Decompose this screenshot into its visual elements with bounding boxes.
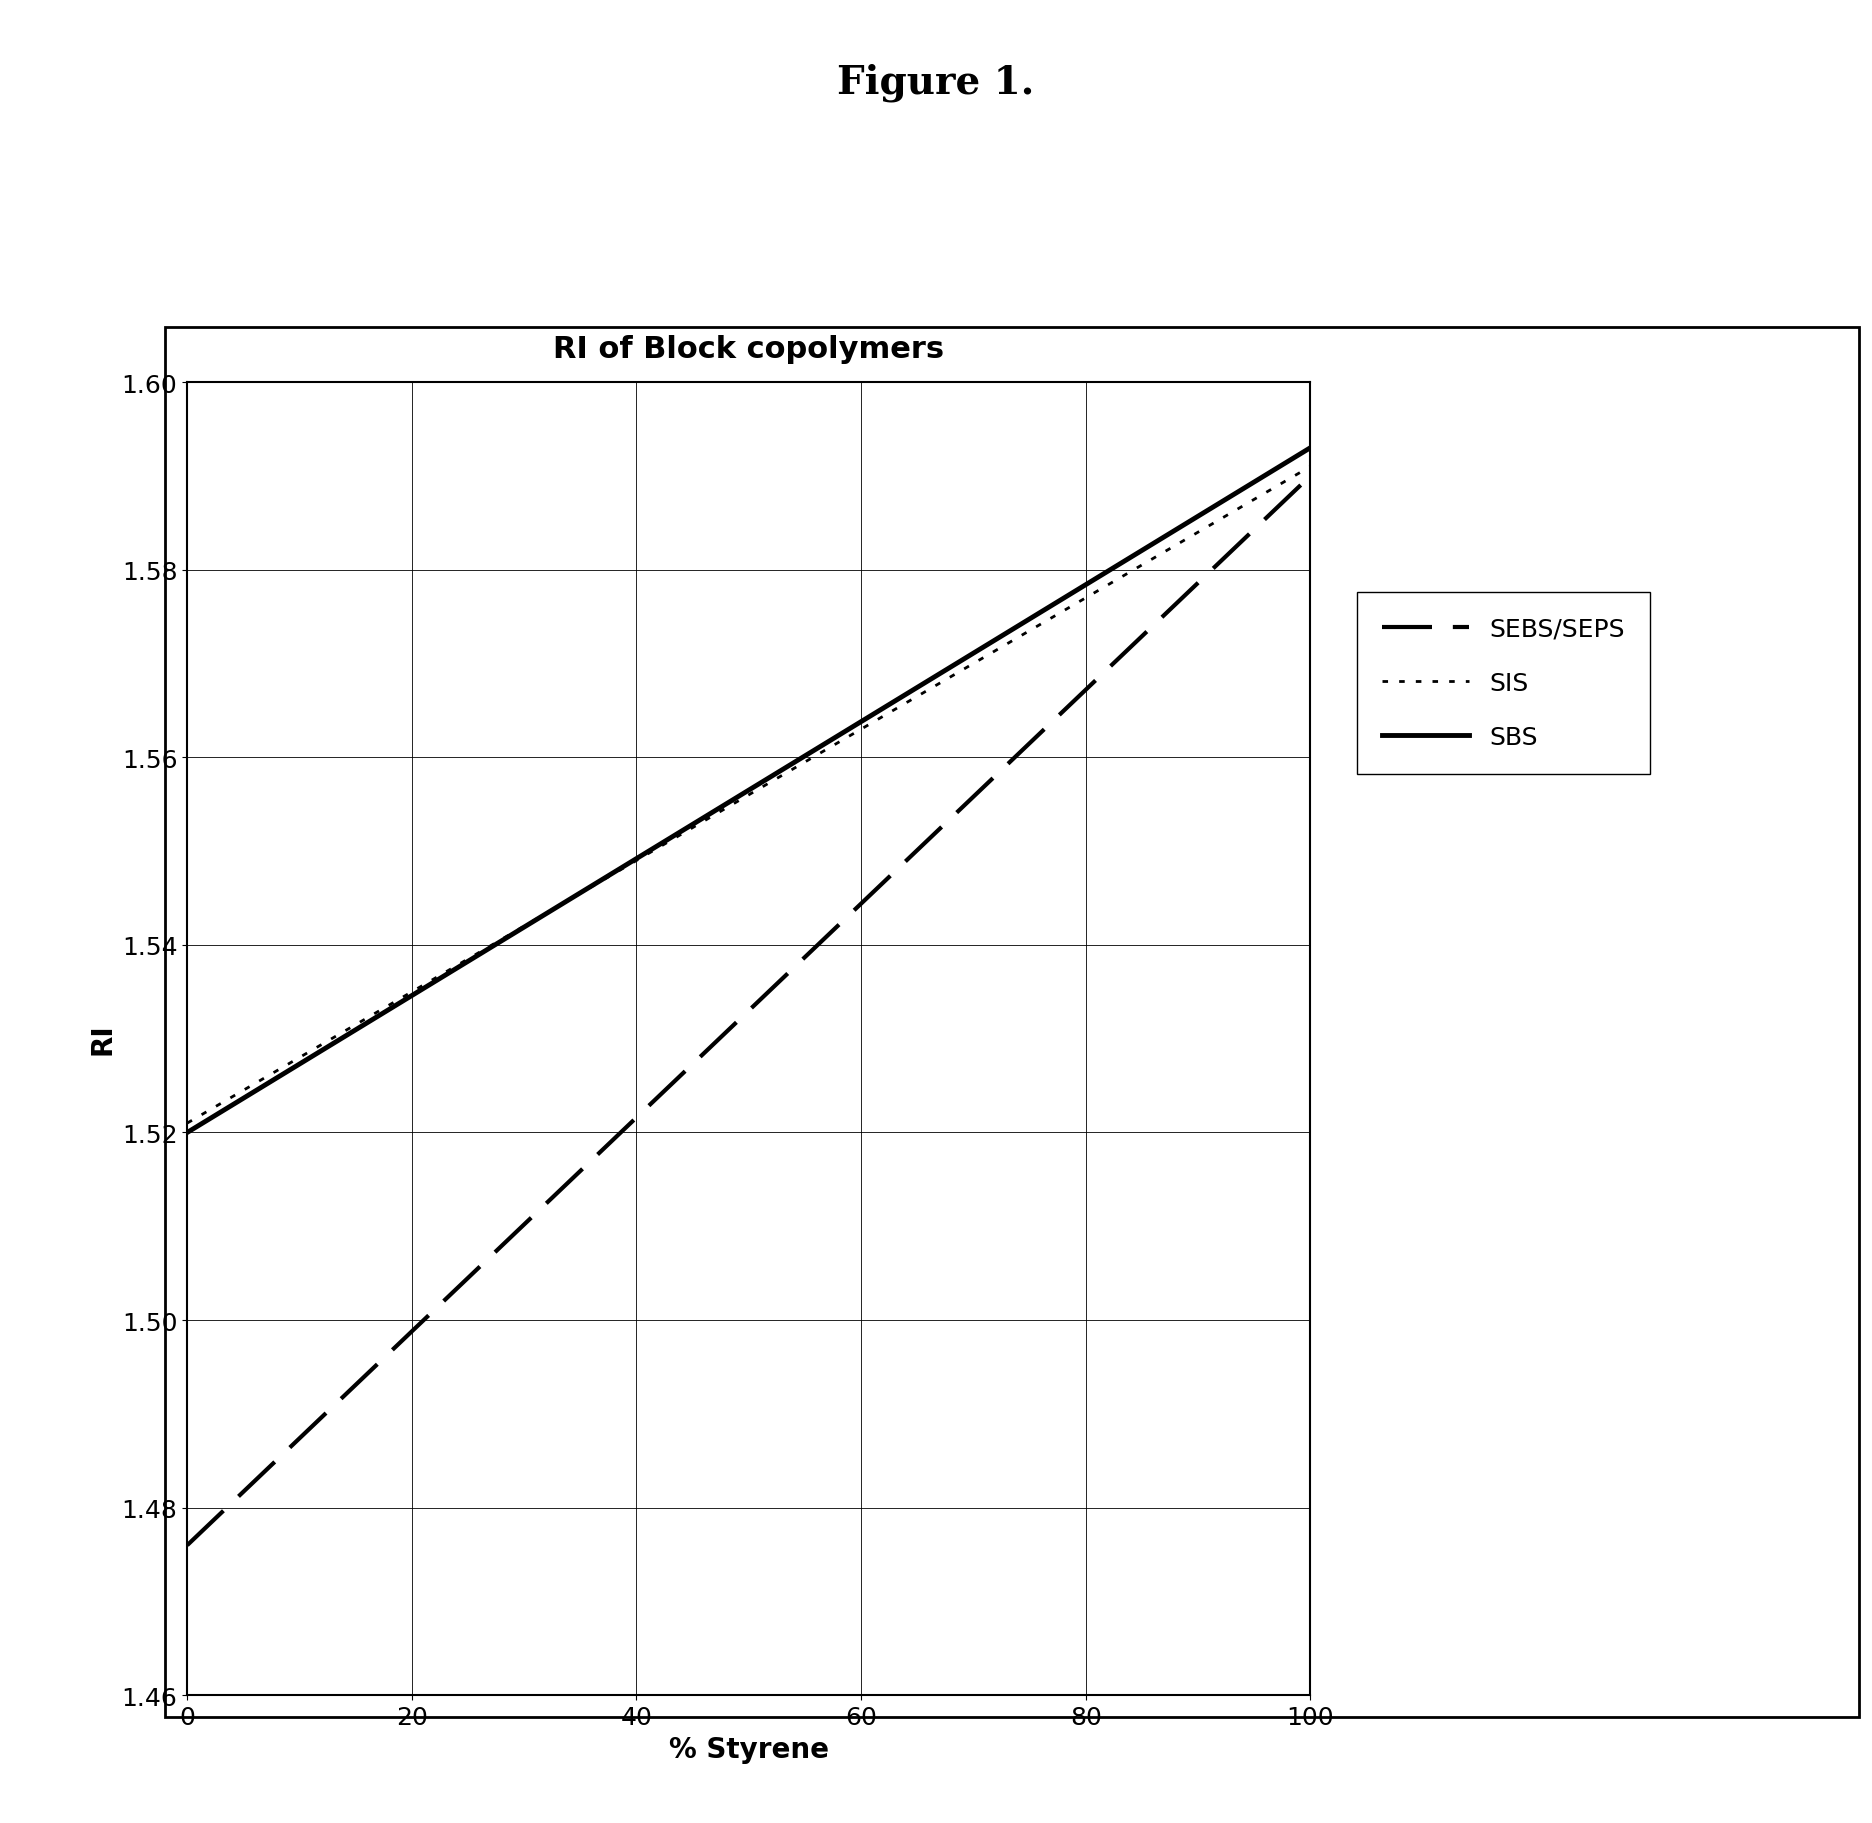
Title: RI of Block copolymers: RI of Block copolymers <box>554 335 943 365</box>
X-axis label: % Styrene: % Styrene <box>668 1735 829 1763</box>
Text: Figure 1.: Figure 1. <box>837 64 1035 102</box>
Y-axis label: RI: RI <box>88 1023 116 1056</box>
Legend: SEBS/SEPS, SIS, SBS: SEBS/SEPS, SIS, SBS <box>1357 592 1649 775</box>
